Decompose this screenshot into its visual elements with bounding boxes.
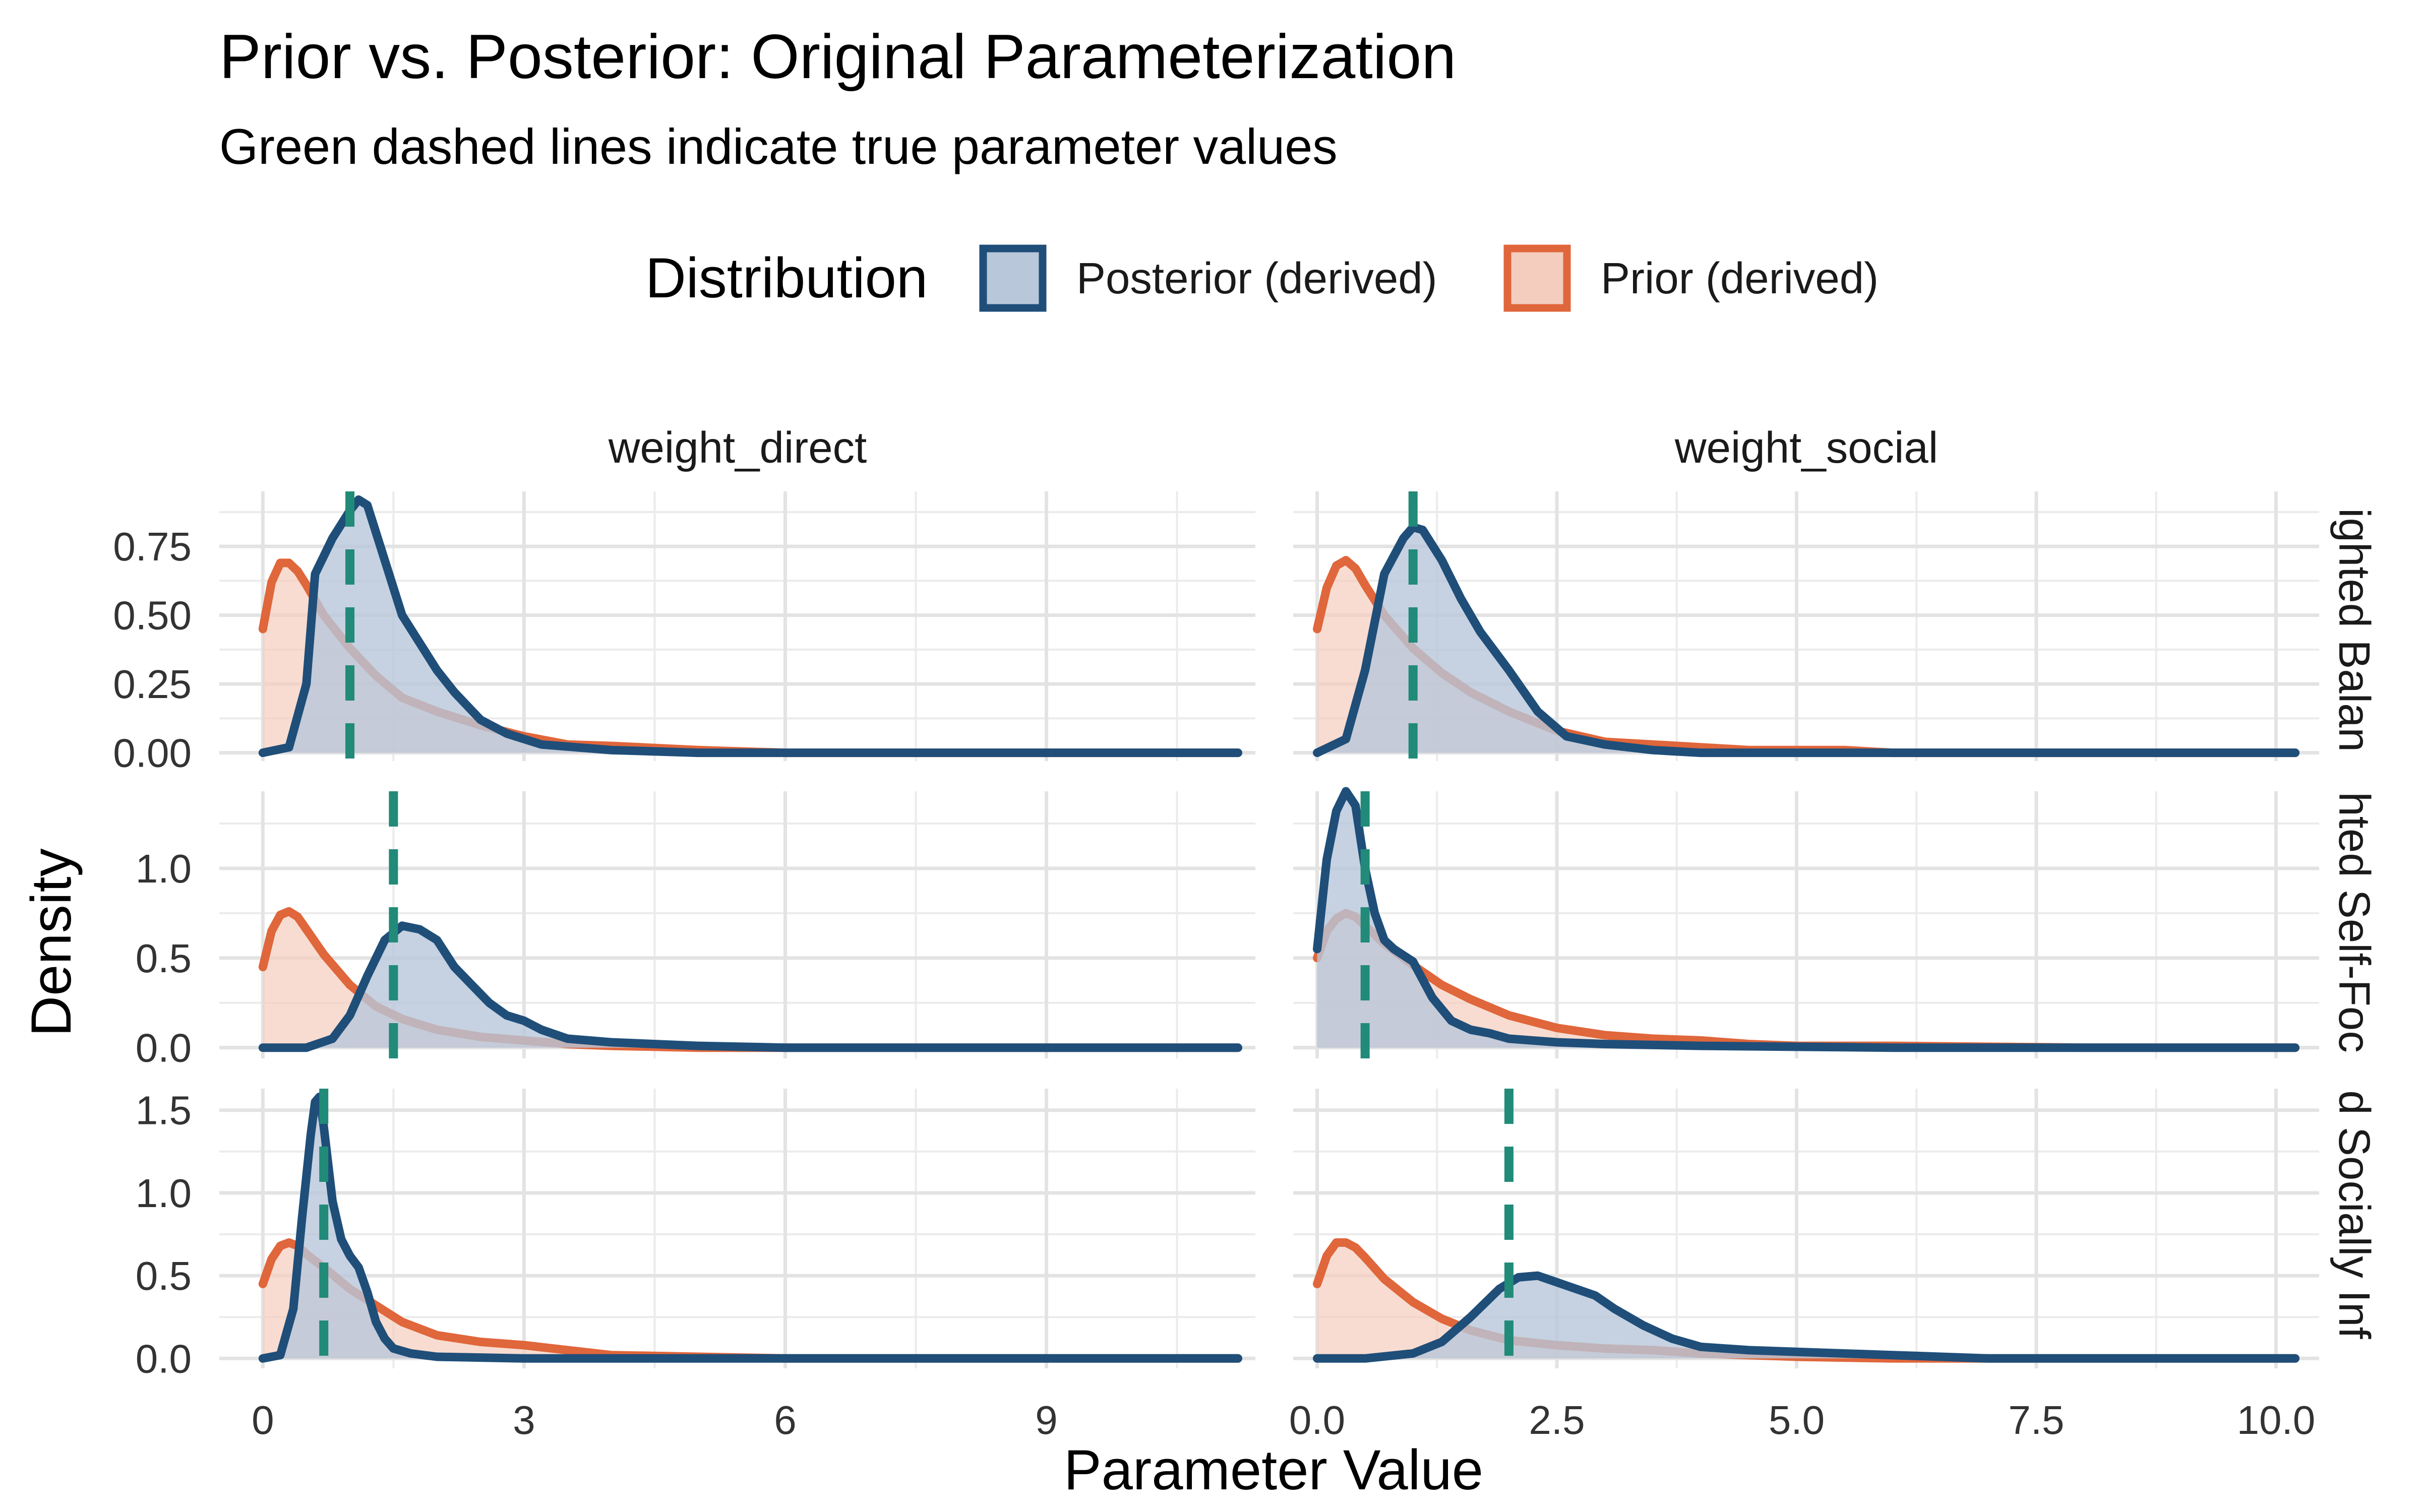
y-tick-label: 0.5 [136,1253,192,1298]
y-tick-label: 1.0 [136,1171,192,1216]
x-tick-label: 9 [1035,1398,1058,1442]
x-tick-label: 3 [513,1398,535,1442]
posterior-density-line [258,1092,1242,1363]
x-axis-title: Parameter Value [1064,1438,1483,1501]
x-tick-label: 7.5 [2008,1398,2064,1442]
legend-key-prior [1503,244,1571,312]
prior-density-area [263,1242,1238,1359]
x-tick-label: 6 [774,1398,797,1442]
panel-r3-c2: 0.0 2.5 5.0 7.5 10.0 [1289,1089,2319,1442]
panel-r3-c1: 0.0 0.5 1.0 1.5 0 3 6 9 [136,1088,1255,1442]
facet-strip-row-2: hted Self-Foc [2330,792,2379,1052]
x-tick-label: 0.0 [1289,1398,1345,1442]
x-tick-label: 2.5 [1529,1398,1585,1442]
posterior-density-area [263,925,1238,1048]
posterior-density-area [263,1097,1238,1359]
facet-strip-weight-direct: weight_direct [608,423,867,472]
y-tick-label: 0.25 [113,662,192,707]
prior-density-area [1317,1242,2295,1359]
chart-subtitle: Green dashed lines indicate true paramet… [219,118,1338,174]
legend-title: Distribution [645,246,928,309]
panel-r1-c2 [1293,491,2319,761]
legend-label-posterior: Posterior (derived) [1076,254,1437,303]
posterior-density-line [258,495,1242,758]
legend-label-prior: Prior (derived) [1601,254,1879,303]
panel-r2-c2 [1293,787,2319,1058]
y-tick-label: 1.0 [136,846,192,891]
y-tick-label: 0.0 [136,1026,192,1070]
panels-layer: 0.00 0.25 0.50 0.75 0.0 0.5 1.0 0.0 0.5 1.0 1.5 0 3 6… [113,491,2319,1442]
facet-strip-weight-social: weight_social [1674,423,1938,472]
posterior-density-line [1313,787,2300,1052]
y-tick-label: 0.50 [113,593,192,638]
posterior-density-line [1313,1271,2300,1363]
panel-r1-c1: 0.00 0.25 0.50 0.75 [113,491,1255,776]
posterior-density-line [1313,523,2300,758]
chart-title: Prior vs. Posterior: Original Parameteri… [219,22,1456,92]
y-tick-label: 0.75 [113,524,192,569]
posterior-density-line [258,921,1242,1052]
y-axis-title: Density [20,848,83,1036]
y-tick-label: 0.00 [113,731,192,776]
legend-key-posterior [979,244,1047,312]
posterior-density-area [1317,1276,2295,1359]
legend: Distribution Posterior (derived) Prior (… [645,244,1879,312]
x-tick-label: 0 [252,1398,274,1442]
posterior-density-area [1317,791,2295,1048]
posterior-density-area [263,499,1238,753]
y-tick-label: 0.0 [136,1336,192,1381]
facet-strip-row-3: d Socially Inf [2330,1090,2379,1339]
x-tick-label: 10.0 [2237,1398,2316,1442]
y-tick-label: 1.5 [136,1088,192,1133]
panel-r2-c1: 0.0 0.5 1.0 [136,791,1255,1070]
facet-strip-row-1: ighted Balan [2330,508,2379,752]
y-tick-label: 0.5 [136,936,192,981]
x-tick-label: 5.0 [1769,1398,1825,1442]
